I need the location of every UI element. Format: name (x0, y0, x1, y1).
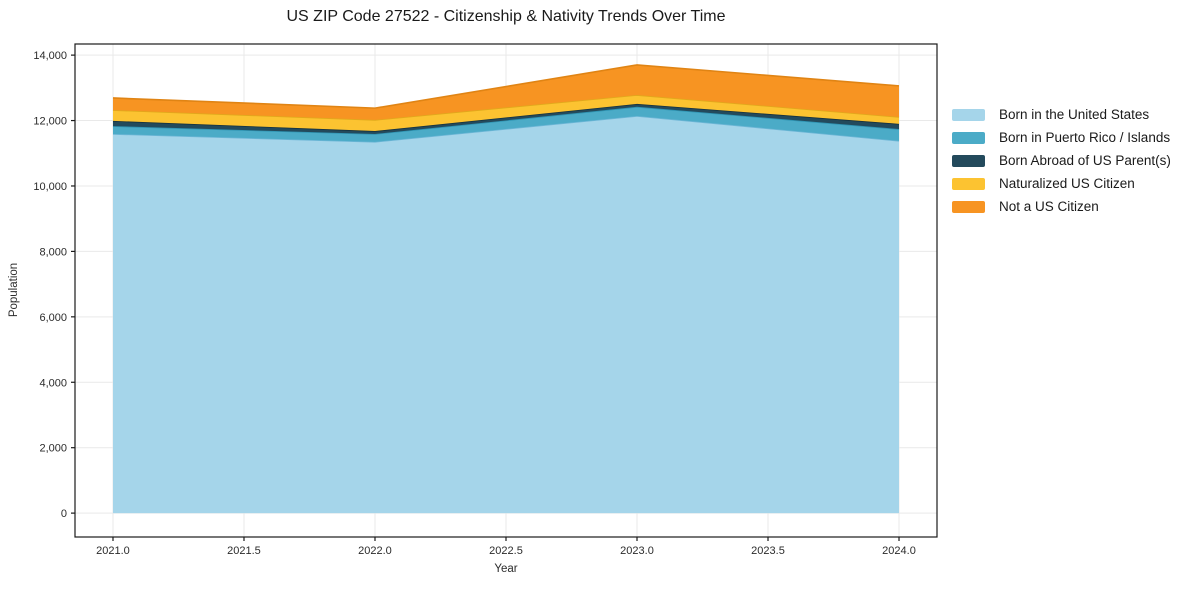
legend-label: Born in the United States (999, 107, 1150, 122)
legend-swatch (952, 131, 985, 144)
y-tick-label: 4,000 (39, 377, 67, 389)
legend-label: Born in Puerto Rico / Islands (999, 130, 1171, 145)
legend-swatch (952, 154, 985, 167)
legend-label: Born Abroad of US Parent(s) (999, 153, 1171, 168)
x-tick-label: 2021.5 (227, 545, 261, 557)
area-naturalized-us-citizen (112, 95, 900, 132)
y-tick-label: 10,000 (33, 181, 67, 193)
legend-swatch (952, 200, 985, 213)
area-edge-born-in-the-united-states (112, 115, 900, 143)
legend: Born in the United States Born in Puerto … (952, 103, 1171, 218)
y-tick-label: 8,000 (39, 246, 67, 258)
legend-item: Not a US Citizen (952, 195, 1171, 218)
x-tick-label: 2021.0 (96, 545, 130, 557)
x-tick-label: 2023.5 (751, 545, 785, 557)
y-tick-label: 0 (61, 508, 67, 520)
x-axis-label: Year (494, 563, 518, 575)
x-tick-label: 2022.0 (358, 545, 392, 557)
legend-item: Born in Puerto Rico / Islands (952, 126, 1171, 149)
x-tick-label: 2022.5 (489, 545, 523, 557)
area-born-in-the-united-states (112, 115, 900, 514)
legend-label: Not a US Citizen (999, 199, 1099, 214)
area-born-abroad-of-us-parent-s (112, 103, 900, 134)
chart-title: US ZIP Code 27522 - Citizenship & Nativi… (286, 8, 726, 25)
legend-label: Naturalized US Citizen (999, 176, 1135, 191)
legend-swatch (952, 177, 985, 190)
legend-item: Born Abroad of US Parent(s) (952, 149, 1171, 172)
area-born-in-puerto-rico-islands (112, 106, 900, 142)
y-axis-label: Population (8, 262, 20, 318)
x-tick-label: 2023.0 (620, 545, 654, 557)
legend-item: Naturalized US Citizen (952, 172, 1171, 195)
legend-item: Born in the United States (952, 103, 1171, 126)
legend-swatch (952, 108, 985, 121)
y-tick-label: 2,000 (39, 443, 67, 455)
y-tick-label: 14,000 (33, 50, 67, 62)
y-tick-label: 12,000 (33, 116, 67, 128)
y-tick-label: 6,000 (39, 312, 67, 324)
x-tick-label: 2024.0 (882, 545, 916, 557)
area-edge-not-a-us-citizen (112, 64, 900, 109)
